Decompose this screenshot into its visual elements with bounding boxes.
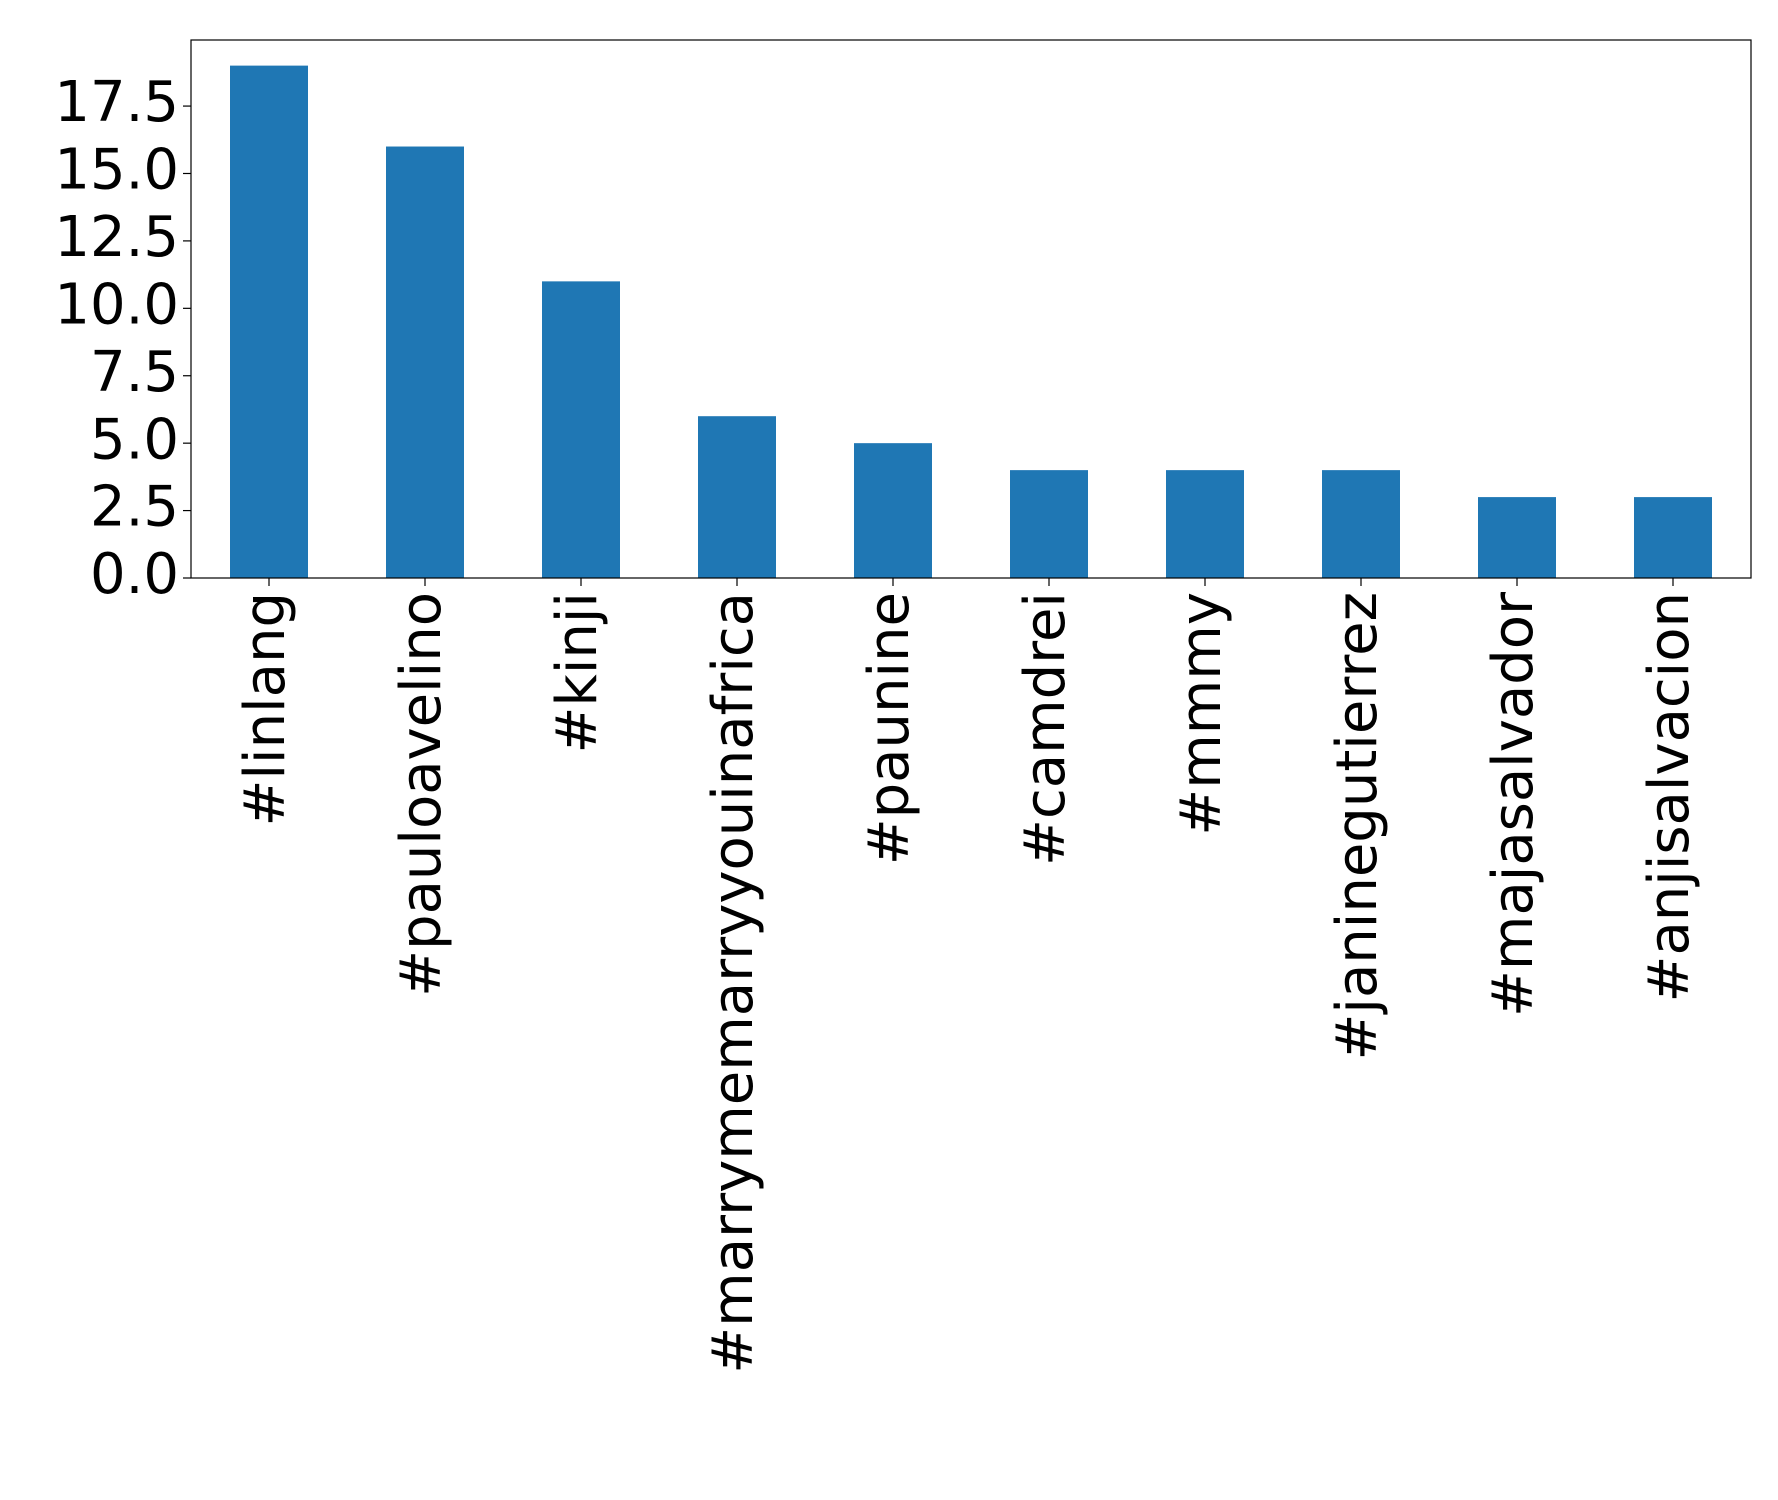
bar xyxy=(1010,470,1088,578)
x-tick-label: #anjisalvacion xyxy=(1637,592,1702,1002)
bar xyxy=(1322,470,1400,578)
bar xyxy=(854,443,932,578)
y-tick-label: 7.5 xyxy=(90,340,179,405)
x-tick-label: #marrymemarryyouinafrica xyxy=(701,592,766,1374)
y-tick-label: 17.5 xyxy=(54,70,179,135)
bar xyxy=(1166,470,1244,578)
bar xyxy=(230,65,308,579)
y-tick-label: 2.5 xyxy=(90,475,179,540)
x-tick-label: #camdrei xyxy=(1013,592,1078,866)
x-tick-label: #mmmy xyxy=(1169,592,1234,836)
x-tick-label: #linlang xyxy=(233,592,298,826)
bar xyxy=(386,146,464,578)
y-tick-label: 15.0 xyxy=(54,138,179,203)
x-tick-label: #kinji xyxy=(545,592,610,754)
y-tick-label: 5.0 xyxy=(90,407,179,472)
x-tick-label: #paunine xyxy=(857,592,922,865)
y-tick-label: 0.0 xyxy=(90,542,179,607)
y-tick-label: 10.0 xyxy=(54,272,179,337)
bar xyxy=(542,281,620,578)
bar xyxy=(1634,497,1712,578)
plot-frame xyxy=(190,39,1752,579)
x-tick-label: #janinegutierrez xyxy=(1325,592,1390,1060)
x-tick-label: #pauloavelino xyxy=(389,592,454,997)
bar xyxy=(698,416,776,578)
y-tick-label: 12.5 xyxy=(54,205,179,270)
x-tick-label: #majasalvador xyxy=(1481,591,1546,1017)
bar xyxy=(1478,497,1556,578)
